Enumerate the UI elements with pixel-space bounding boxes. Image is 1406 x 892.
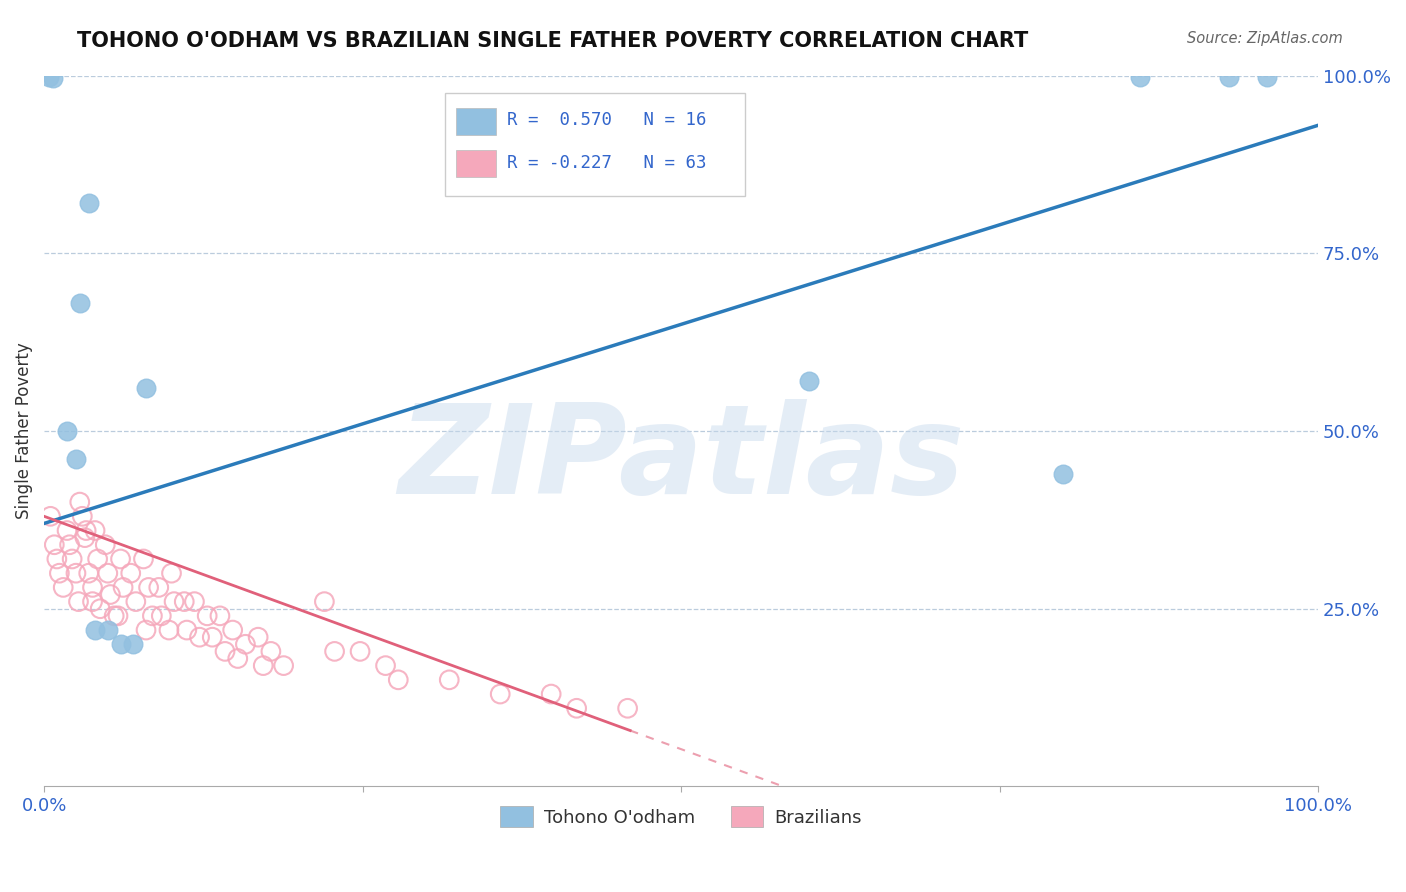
Text: TOHONO O'ODHAM VS BRAZILIAN SINGLE FATHER POVERTY CORRELATION CHART: TOHONO O'ODHAM VS BRAZILIAN SINGLE FATHE… bbox=[77, 31, 1029, 51]
Point bbox=[138, 581, 160, 595]
Point bbox=[797, 374, 820, 388]
Text: R = -0.227   N = 63: R = -0.227 N = 63 bbox=[506, 154, 706, 172]
Point bbox=[52, 581, 75, 595]
Point bbox=[135, 381, 157, 395]
Point bbox=[110, 552, 132, 566]
Point bbox=[77, 566, 100, 581]
Point bbox=[141, 608, 163, 623]
Point bbox=[616, 701, 638, 715]
Point bbox=[208, 608, 231, 623]
FancyBboxPatch shape bbox=[446, 94, 745, 196]
Point bbox=[323, 644, 346, 658]
Point bbox=[260, 644, 283, 658]
Point bbox=[122, 637, 145, 651]
Point bbox=[84, 524, 107, 538]
Point bbox=[195, 608, 218, 623]
Point bbox=[489, 687, 512, 701]
Point bbox=[45, 552, 67, 566]
Point bbox=[73, 531, 96, 545]
Point bbox=[135, 623, 157, 637]
Point bbox=[387, 673, 409, 687]
Point bbox=[221, 623, 243, 637]
Point bbox=[65, 452, 87, 467]
Point bbox=[132, 552, 155, 566]
Legend: Tohono O'odham, Brazilians: Tohono O'odham, Brazilians bbox=[494, 799, 869, 834]
Point bbox=[86, 552, 108, 566]
Point bbox=[120, 566, 142, 581]
Point bbox=[56, 424, 79, 438]
Point bbox=[439, 673, 461, 687]
Point bbox=[1129, 70, 1152, 84]
Point bbox=[176, 623, 198, 637]
Text: R =  0.570   N = 16: R = 0.570 N = 16 bbox=[506, 112, 706, 129]
Text: Source: ZipAtlas.com: Source: ZipAtlas.com bbox=[1187, 31, 1343, 46]
Point bbox=[84, 623, 107, 637]
Point bbox=[1218, 70, 1240, 84]
Point bbox=[188, 630, 211, 644]
Point bbox=[226, 651, 249, 665]
Point bbox=[82, 581, 104, 595]
Point bbox=[157, 623, 180, 637]
Point bbox=[163, 594, 186, 608]
Point bbox=[97, 623, 120, 637]
Y-axis label: Single Father Poverty: Single Father Poverty bbox=[15, 343, 32, 519]
Point bbox=[374, 658, 396, 673]
Point bbox=[273, 658, 295, 673]
Text: ZIPatlas: ZIPatlas bbox=[398, 399, 965, 520]
Point bbox=[1052, 467, 1074, 481]
Point bbox=[69, 296, 91, 310]
Point bbox=[160, 566, 183, 581]
Point bbox=[252, 658, 274, 673]
Point bbox=[94, 538, 117, 552]
FancyBboxPatch shape bbox=[456, 150, 496, 178]
Point bbox=[150, 608, 173, 623]
Point bbox=[148, 581, 170, 595]
Point bbox=[103, 608, 125, 623]
Point bbox=[44, 538, 66, 552]
Point bbox=[125, 594, 148, 608]
Point bbox=[110, 637, 132, 651]
Point bbox=[65, 566, 87, 581]
Point bbox=[235, 637, 257, 651]
Point bbox=[39, 509, 62, 524]
Point bbox=[565, 701, 588, 715]
Point bbox=[82, 594, 104, 608]
Point bbox=[72, 509, 94, 524]
Point bbox=[540, 687, 562, 701]
Point bbox=[1256, 70, 1278, 84]
Point bbox=[38, 70, 60, 84]
Point bbox=[58, 538, 80, 552]
Point bbox=[107, 608, 129, 623]
Point bbox=[214, 644, 236, 658]
Point bbox=[97, 566, 120, 581]
Point bbox=[42, 70, 65, 85]
Point bbox=[173, 594, 195, 608]
Point bbox=[75, 524, 97, 538]
Point bbox=[112, 581, 135, 595]
Point bbox=[247, 630, 270, 644]
Point bbox=[60, 552, 83, 566]
Point bbox=[314, 594, 336, 608]
Point bbox=[183, 594, 205, 608]
Point bbox=[77, 196, 100, 211]
FancyBboxPatch shape bbox=[456, 108, 496, 135]
Point bbox=[89, 601, 111, 615]
Point bbox=[201, 630, 224, 644]
Point bbox=[69, 495, 91, 509]
Point bbox=[48, 566, 70, 581]
Point bbox=[98, 588, 121, 602]
Point bbox=[67, 594, 90, 608]
Point bbox=[349, 644, 371, 658]
Point bbox=[56, 524, 79, 538]
